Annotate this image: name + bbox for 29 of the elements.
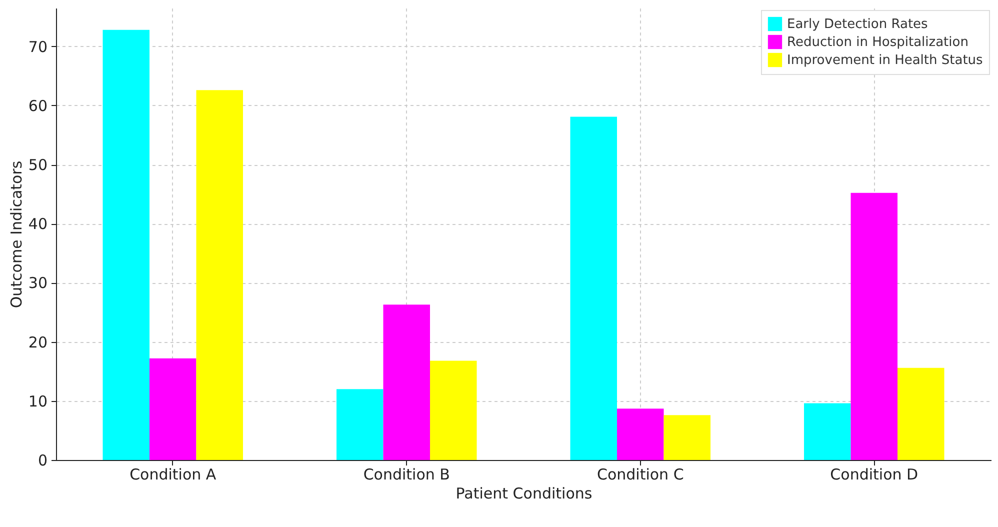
- bar: [804, 403, 851, 460]
- x-tick-label: Condition D: [830, 466, 918, 484]
- y-tick-label: 60: [28, 96, 48, 115]
- x-axis-title: Patient Conditions: [456, 484, 592, 502]
- legend-label: Improvement in Health Status: [787, 53, 984, 68]
- legend-label: Early Detection Rates: [787, 17, 928, 32]
- bar: [336, 389, 384, 460]
- bar: [383, 304, 430, 460]
- bar: [570, 116, 617, 460]
- bar: [102, 30, 150, 460]
- y-axis-title: Outcome Indicators: [7, 160, 26, 308]
- y-tick-label: 20: [28, 333, 48, 352]
- y-tick-label: 40: [28, 215, 48, 234]
- x-tick-label: Condition A: [130, 466, 217, 484]
- bar: [196, 90, 243, 460]
- bar: [430, 360, 477, 460]
- x-tick-label: Condition B: [363, 466, 450, 484]
- y-tick-label: 0: [38, 452, 48, 470]
- bar: [617, 408, 664, 460]
- legend-label: Reduction in Hospitalization: [787, 35, 968, 50]
- y-tick-label: 10: [28, 392, 48, 410]
- bar: [898, 368, 944, 460]
- y-tick-label: 30: [28, 274, 48, 292]
- bar: [150, 358, 196, 460]
- x-tick-label: Condition C: [596, 466, 684, 484]
- y-tick-label: 50: [28, 156, 48, 174]
- bar: [664, 415, 710, 460]
- bar: [850, 192, 898, 460]
- y-tick-label: 70: [28, 38, 48, 56]
